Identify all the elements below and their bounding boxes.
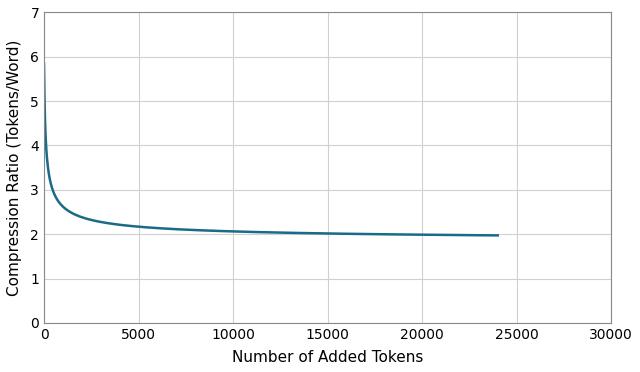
X-axis label: Number of Added Tokens: Number of Added Tokens	[232, 350, 423, 365]
Y-axis label: Compression Ratio (Tokens/Word): Compression Ratio (Tokens/Word)	[7, 39, 22, 296]
